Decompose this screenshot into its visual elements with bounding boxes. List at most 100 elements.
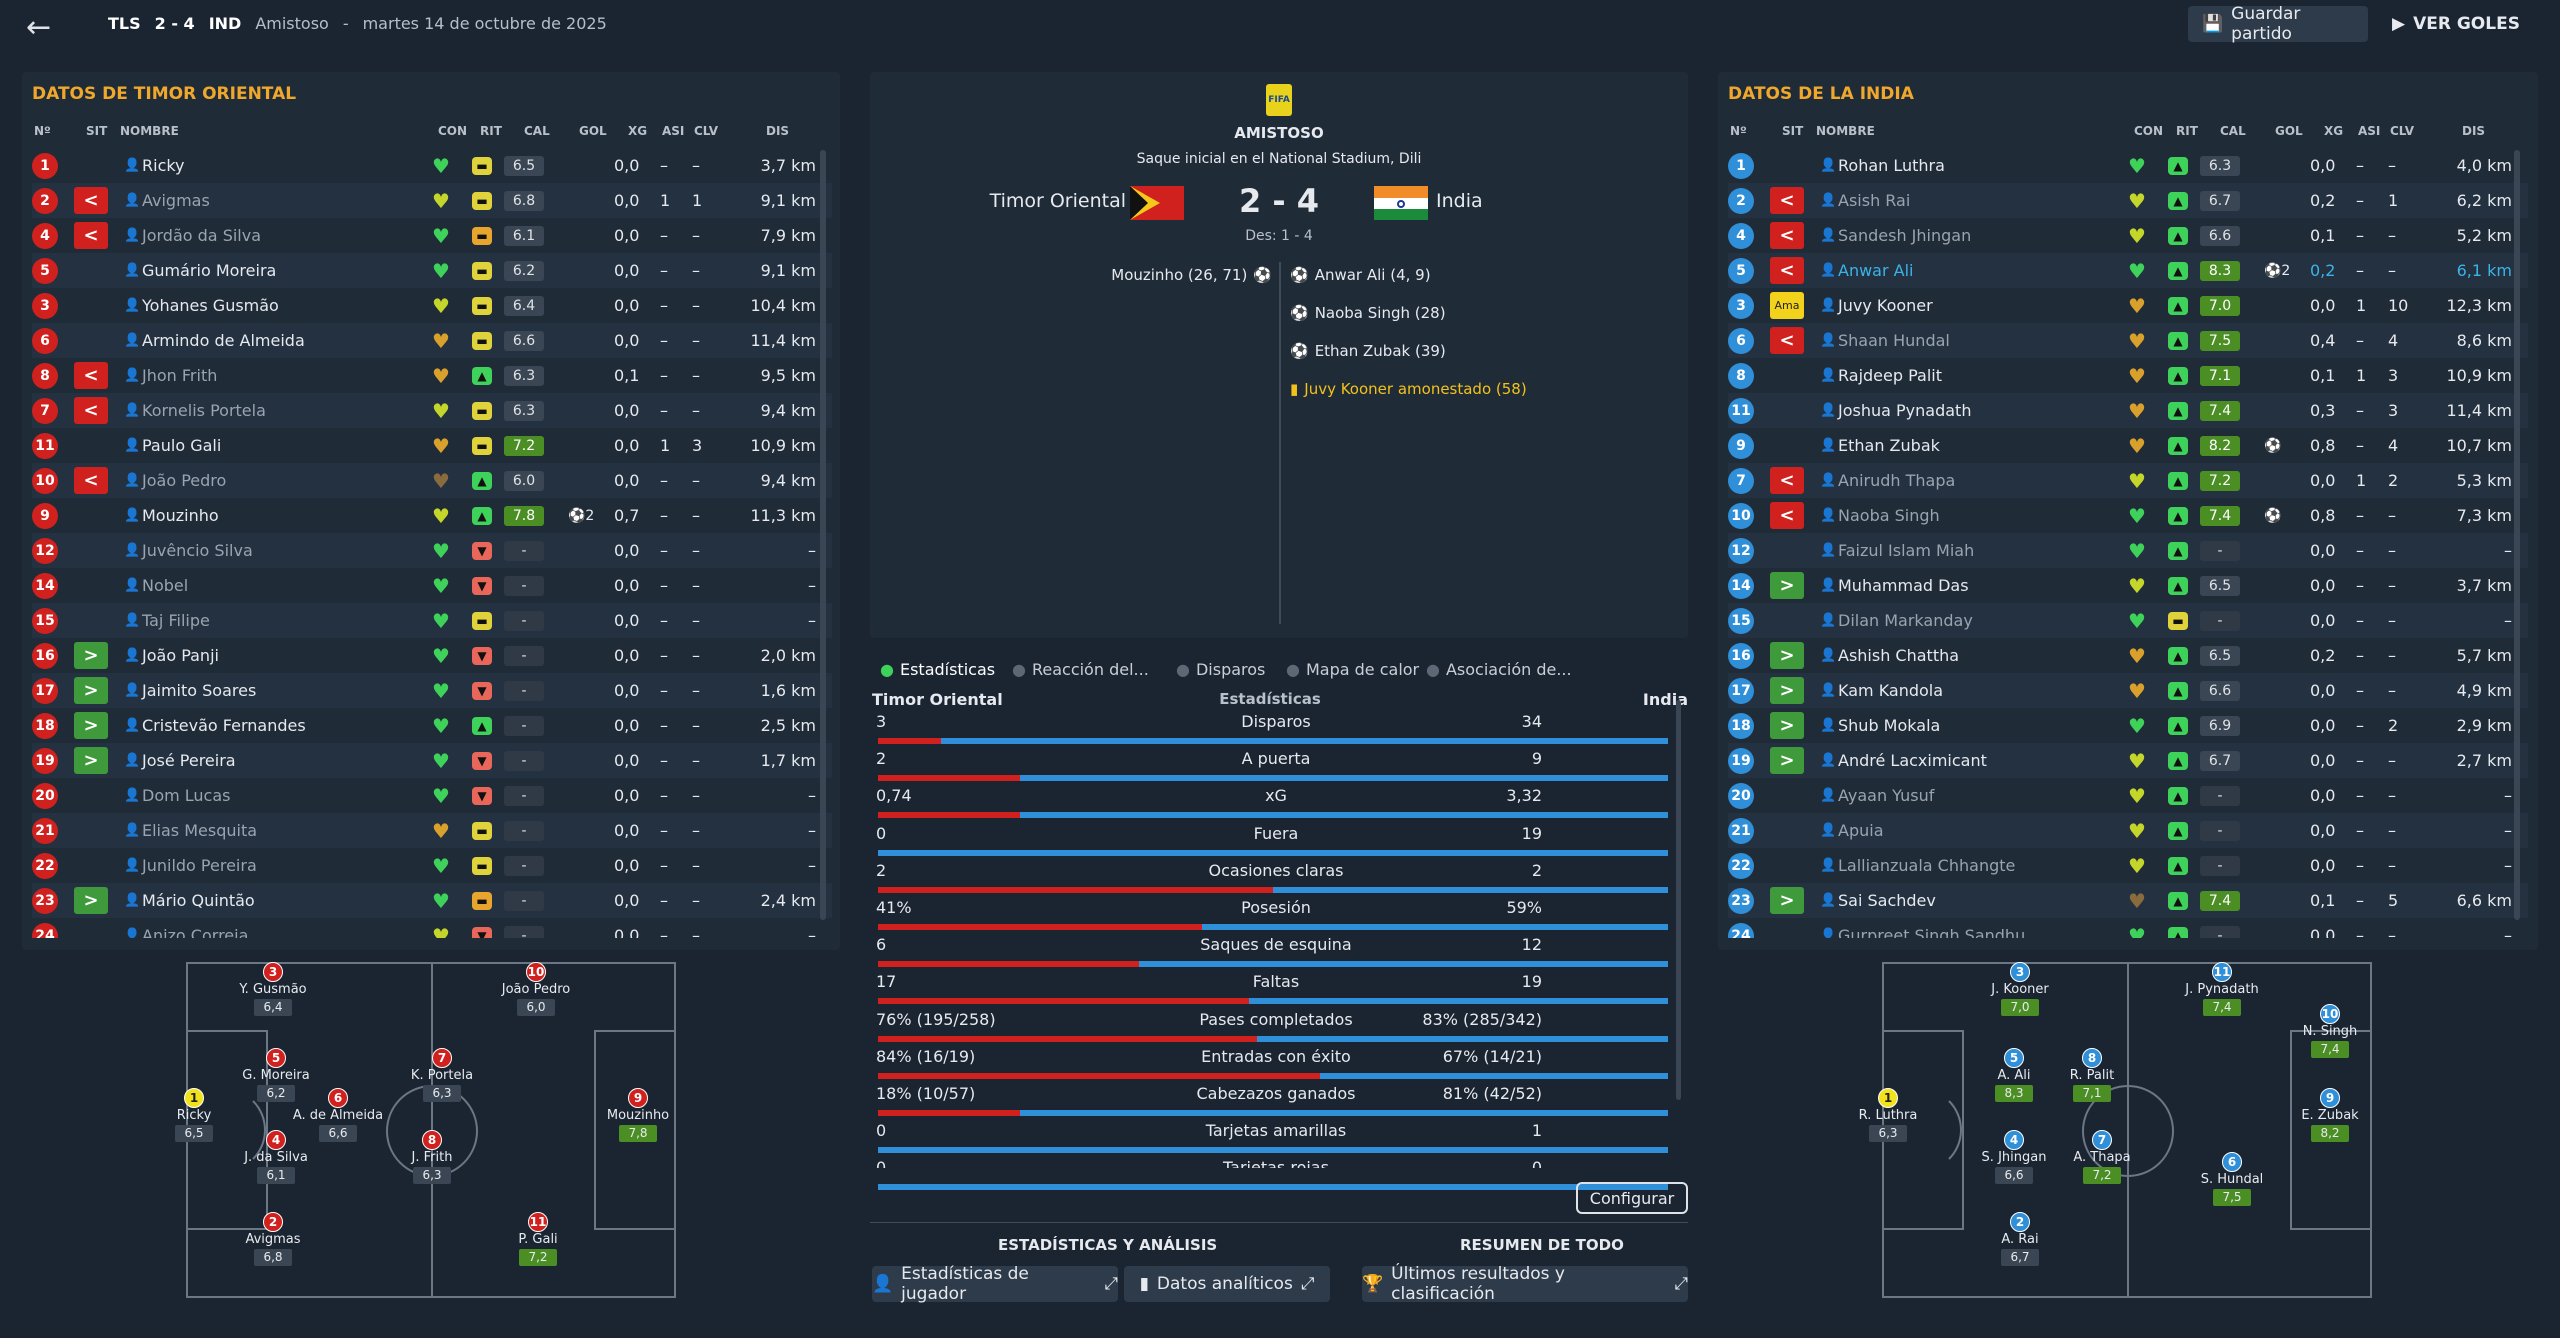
player-row[interactable]: 19 > 👤 José Pereira ♥ ▼ - 0,0 – – 1,7 km [32, 743, 832, 778]
pitch-player[interactable]: 3 Y. Gusmão 6,4 [223, 962, 323, 1016]
player-stats-button[interactable]: 👤 Estadísticas de jugador ⤢ [872, 1264, 1118, 1304]
player-row[interactable]: 6 < 👤 Shaan Hundal ♥ ▲ 7.5 0,4 – 4 8,6 km [1728, 323, 2528, 358]
player-name[interactable]: João Pedro [142, 471, 227, 490]
player-name[interactable]: Ethan Zubak [1838, 436, 1940, 455]
player-name[interactable]: Junildo Pereira [142, 856, 257, 875]
player-name[interactable]: Taj Filipe [142, 611, 210, 630]
stats-scrollbar[interactable] [1676, 700, 1681, 1100]
player-name[interactable]: Juvy Kooner [1838, 296, 1933, 315]
player-row[interactable]: 2 < 👤 Avigmas ♥ ▬ 6.8 0,0 1 1 9,1 km [32, 183, 832, 218]
pitch-player[interactable]: 1 Ricky 6,5 [144, 1088, 244, 1142]
player-row[interactable]: 11 👤 Paulo Gali ♥ ▬ 7.2 0,0 1 3 10,9 km [32, 428, 832, 463]
player-row[interactable]: 23 > 👤 Sai Sachdev ♥ ▲ 7.4 0,1 – 5 6,6 km [1728, 883, 2528, 918]
player-name[interactable]: Kam Kandola [1838, 681, 1944, 700]
pitch-player[interactable]: 11 J. Pynadath 7,4 [2172, 962, 2272, 1016]
header-asi[interactable]: ASI [2358, 124, 2381, 138]
player-row[interactable]: 17 > 👤 Kam Kandola ♥ ▲ 6.6 0,0 – – 4,9 km [1728, 673, 2528, 708]
player-row[interactable]: 9 👤 Mouzinho ♥ ▲ 7.8 ⚽2 0,7 – – 11,3 km [32, 498, 832, 533]
player-row[interactable]: 5 👤 Gumário Moreira ♥ ▬ 6.2 0,0 – – 9,1 km [32, 253, 832, 288]
away-team-name[interactable]: India [1436, 190, 1483, 212]
player-name[interactable]: Gumário Moreira [142, 261, 277, 280]
player-name[interactable]: Anizo Correia [142, 926, 249, 938]
pitch-player[interactable]: 5 G. Moreira 6,2 [226, 1048, 326, 1102]
player-row[interactable]: 23 > 👤 Mário Quintão ♥ ▬ - 0,0 – – 2,4 km [32, 883, 832, 918]
pitch-player[interactable]: 7 K. Portela 6,3 [392, 1048, 492, 1102]
pitch-player[interactable]: 10 João Pedro 6,0 [486, 962, 586, 1016]
header-sit[interactable]: SIT [1782, 124, 1804, 138]
player-row[interactable]: 7 < 👤 Kornelis Portela ♥ ▬ 6.3 0,0 – – 9,4 km [32, 393, 832, 428]
header-dis[interactable]: DIS [766, 124, 790, 138]
player-name[interactable]: José Pereira [142, 751, 236, 770]
header-num[interactable]: Nº [1730, 124, 1747, 138]
player-row[interactable]: 16 > 👤 Ashish Chattha ♥ ▲ 6.5 0,2 – – 5,7 km [1728, 638, 2528, 673]
player-name[interactable]: Dom Lucas [142, 786, 231, 805]
results-standings-button[interactable]: 🏆 Últimos resultados y clasificación ⤢ [1362, 1264, 1688, 1304]
player-row[interactable]: 10 < 👤 João Pedro ♥ ▲ 6.0 0,0 – – 9,4 km [32, 463, 832, 498]
home-table-scrollbar[interactable] [820, 150, 826, 920]
player-row[interactable]: 10 < 👤 Naoba Singh ♥ ▲ 7.4 ⚽ 0,8 – – 7,3 km [1728, 498, 2528, 533]
player-row[interactable]: 24 👤 Gurpreet Singh Sandhu ♥ ▲ - 0,0 – – – [1728, 918, 2528, 938]
tab-4[interactable]: ● Asociación de... [1426, 660, 1572, 679]
player-row[interactable]: 14 > 👤 Muhammad Das ♥ ▲ 6.5 0,0 – – 3,7 km [1728, 568, 2528, 603]
player-name[interactable]: Anirudh Thapa [1838, 471, 1956, 490]
player-row[interactable]: 1 👤 Ricky ♥ ▬ 6.5 0,0 – – 3,7 km [32, 148, 832, 183]
player-name[interactable]: Faizul Islam Miah [1838, 541, 1975, 560]
player-row[interactable]: 22 👤 Junildo Pereira ♥ ▬ - 0,0 – – – [32, 848, 832, 883]
header-asi[interactable]: ASI [662, 124, 685, 138]
player-name[interactable]: Asish Rai [1838, 191, 1911, 210]
tab-2[interactable]: ● Disparos [1176, 660, 1265, 679]
header-gol[interactable]: GOL [2275, 124, 2303, 138]
header-xg[interactable]: XG [2324, 124, 2344, 138]
player-row[interactable]: 3 Ama 👤 Juvy Kooner ♥ ▲ 7.0 0,0 1 10 12,3 km [1728, 288, 2528, 323]
player-row[interactable]: 18 > 👤 Shub Mokala ♥ ▲ 6.9 0,0 – 2 2,9 km [1728, 708, 2528, 743]
player-name[interactable]: Kornelis Portela [142, 401, 266, 420]
player-name[interactable]: Mouzinho [142, 506, 219, 525]
home-team-name[interactable]: Timor Oriental [989, 190, 1126, 212]
player-name[interactable]: Jordão da Silva [142, 226, 262, 245]
player-name[interactable]: Yohanes Gusmão [142, 296, 279, 315]
player-name[interactable]: Paulo Gali [142, 436, 222, 455]
header-name[interactable]: NOMBRE [120, 124, 179, 138]
player-name[interactable]: Dilan Markanday [1838, 611, 1973, 630]
tab-3[interactable]: ● Mapa de calor [1286, 660, 1419, 679]
header-con[interactable]: CON [2134, 124, 2164, 138]
player-name[interactable]: Lallianzuala Chhangte [1838, 856, 2016, 875]
player-name[interactable]: Elias Mesquita [142, 821, 258, 840]
player-name[interactable]: Juvêncio Silva [142, 541, 253, 560]
player-row[interactable]: 19 > 👤 André Lacximicant ♥ ▲ 6.7 0,0 – – 2,7 km [1728, 743, 2528, 778]
player-row[interactable]: 24 👤 Anizo Correia ♥ ▼ - 0,0 – – – [32, 918, 832, 938]
player-name[interactable]: Apuia [1838, 821, 1884, 840]
player-row[interactable]: 20 👤 Ayaan Yusuf ♥ ▲ - 0,0 – – – [1728, 778, 2528, 813]
player-name[interactable]: Mário Quintão [142, 891, 255, 910]
pitch-player[interactable]: 6 S. Hundal 7,5 [2182, 1152, 2282, 1206]
pitch-player[interactable]: 8 J. Frith 6,3 [382, 1130, 482, 1184]
header-gol[interactable]: GOL [579, 124, 607, 138]
away-abbr[interactable]: IND [208, 14, 242, 33]
header-num[interactable]: Nº [34, 124, 51, 138]
player-name[interactable]: Armindo de Almeida [142, 331, 305, 350]
player-name[interactable]: Rajdeep Palit [1838, 366, 1942, 385]
pitch-player[interactable]: 10 N. Singh 7,4 [2280, 1004, 2380, 1058]
player-row[interactable]: 21 👤 Elias Mesquita ♥ ▬ - 0,0 – – – [32, 813, 832, 848]
pitch-player[interactable]: 4 J. da Silva 6,1 [226, 1130, 326, 1184]
player-name[interactable]: Ayaan Yusuf [1838, 786, 1935, 805]
player-name[interactable]: Shaan Hundal [1838, 331, 1950, 350]
player-row[interactable]: 16 > 👤 João Panji ♥ ▼ - 0,0 – – 2,0 km [32, 638, 832, 673]
pitch-player[interactable]: 4 S. Jhingan 6,6 [1964, 1130, 2064, 1184]
pitch-player[interactable]: 9 Mouzinho 7,8 [588, 1088, 688, 1142]
header-clv[interactable]: CLV [694, 124, 719, 138]
player-name[interactable]: Naoba Singh [1838, 506, 1940, 525]
player-row[interactable]: 15 👤 Dilan Markanday ♥ ▬ - 0,0 – – – [1728, 603, 2528, 638]
player-name[interactable]: Ricky [142, 156, 185, 175]
player-row[interactable]: 14 👤 Nobel ♥ ▼ - 0,0 – – – [32, 568, 832, 603]
player-row[interactable]: 4 < 👤 Jordão da Silva ♥ ▬ 6.1 0,0 – – 7,9 km [32, 218, 832, 253]
pitch-player[interactable]: 11 P. Gali 7,2 [488, 1212, 588, 1266]
analytics-button[interactable]: ▮ Datos analíticos ⤢ [1124, 1266, 1330, 1302]
header-name[interactable]: NOMBRE [1816, 124, 1875, 138]
view-goals-button[interactable]: ▶ VER GOLES [2378, 6, 2548, 42]
player-row[interactable]: 18 > 👤 Cristevão Fernandes ♥ ▲ - 0,0 – – 2,5 km [32, 708, 832, 743]
player-name[interactable]: Anwar Ali [1838, 261, 1914, 280]
tab-1[interactable]: ● Reacción del... [1012, 660, 1149, 679]
header-clv[interactable]: CLV [2390, 124, 2415, 138]
player-name[interactable]: Sandesh Jhingan [1838, 226, 1972, 245]
